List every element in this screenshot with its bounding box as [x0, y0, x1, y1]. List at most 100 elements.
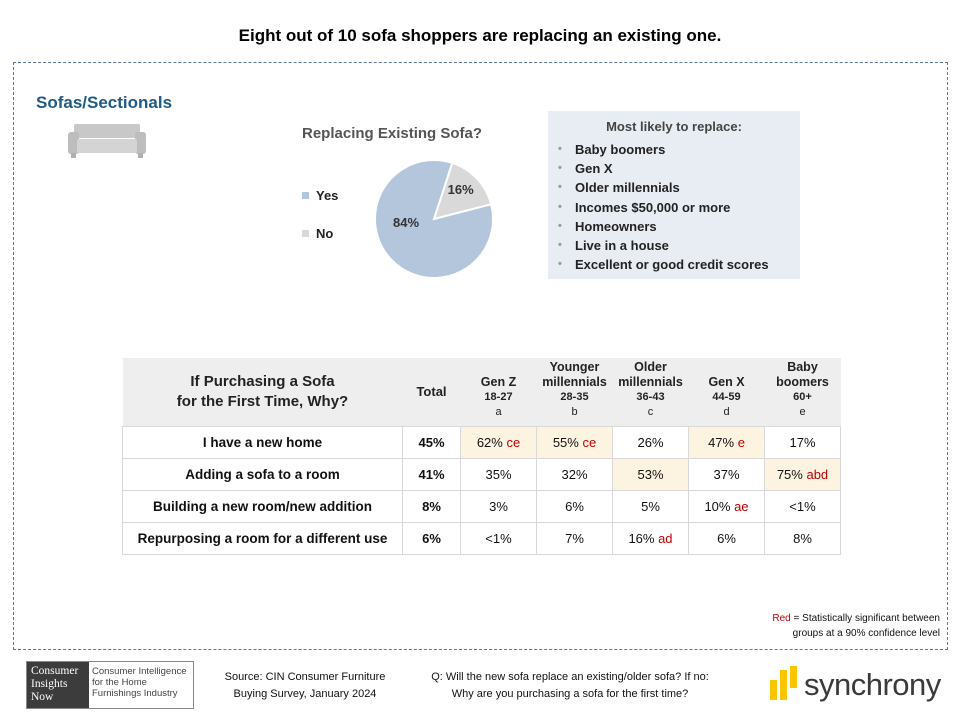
synchrony-wordmark: synchrony: [804, 667, 941, 702]
col-line2: millennials: [542, 375, 607, 389]
col-range: 28-35: [560, 391, 589, 403]
col-line2: boomers: [776, 375, 829, 389]
sofa-icon: [68, 124, 146, 158]
table-row: Adding a sofa to a room 41% 35% 32% 53% 37% 75…: [122, 457, 841, 491]
list-item: Excellent or good credit scores: [558, 255, 790, 274]
row-total: 41%: [402, 457, 461, 491]
col-line2: millennials: [618, 375, 683, 389]
pie-data-label-no: 16%: [448, 182, 474, 197]
question-line2: Why are you purchasing a sofa for the fi…: [451, 688, 689, 700]
col-range: 44-59: [712, 391, 741, 403]
cell-value: 75%: [776, 466, 803, 482]
cell-value: 8%: [793, 530, 812, 546]
col-letter: e: [799, 406, 806, 418]
table-row: Repurposing a room for a different use 6%…: [122, 521, 841, 555]
note-line1: = Statistically significant between: [790, 613, 940, 624]
pie-chart: 84% 16%: [374, 159, 494, 279]
cin-logo-tag-line: Consumer Intelligence: [92, 666, 187, 677]
list-item: Homeowners: [558, 217, 790, 236]
question-note: Q: Will the new sofa replace an existing…: [405, 669, 735, 703]
pie-slice-yes: [374, 159, 494, 279]
cell-value: 16%: [628, 530, 655, 546]
list-item: Older millennials: [558, 178, 790, 197]
legend-label-yes: Yes: [316, 188, 339, 203]
row-total: 8%: [402, 489, 461, 523]
significance-letters: ae: [730, 498, 749, 514]
table-cell: <1%: [460, 521, 537, 555]
pie-data-label-yes: 84%: [393, 215, 419, 230]
page-title: Eight out of 10 sofa shoppers are replac…: [238, 26, 722, 45]
cin-logo-word: Consumer: [31, 665, 79, 677]
legend-item-no: No: [302, 226, 333, 241]
source-note: Source: CIN Consumer Furniture Buying Su…: [215, 669, 395, 703]
panel-heading: Most likely to replace:: [606, 119, 742, 134]
cin-logo: Consumer Insights Now Consumer Intellige…: [26, 661, 194, 709]
col-letter: b: [571, 406, 578, 418]
cell-value: 55%: [552, 434, 579, 450]
row-label: Adding a sofa to a room: [122, 457, 403, 491]
legend-swatch-yes: [302, 192, 309, 199]
cin-logo-word: Now: [31, 691, 54, 703]
table-cell: 10% ae: [688, 489, 765, 523]
col-line1: [689, 360, 765, 375]
col-line2: Gen X: [708, 375, 745, 389]
question-line1: Q: Will the new sofa replace an existing…: [431, 671, 709, 683]
significance-letters: ad: [654, 530, 673, 546]
col-range: 18-27: [484, 391, 513, 403]
cell-value: 10%: [704, 498, 731, 514]
legend-swatch-no: [302, 230, 309, 237]
cin-logo-tag-line: for the Home: [92, 677, 147, 688]
col-line1: Younger: [549, 360, 600, 374]
list-item: Incomes $50,000 or more: [558, 198, 790, 217]
table-cell: 7%: [536, 521, 613, 555]
col-header-gen-z: Gen Z 18-27 a: [460, 358, 537, 426]
list-item: Baby boomers: [558, 140, 790, 159]
table-row: Building a new room/new addition 8% 3% 6% 5%…: [122, 489, 841, 523]
significance-letters: ce: [578, 434, 597, 450]
cell-value: 5%: [641, 498, 660, 514]
table-cell: 37%: [688, 457, 765, 491]
col-header-total: Total: [402, 358, 461, 426]
cell-value: 35%: [485, 466, 512, 482]
table-cell: 32%: [536, 457, 613, 491]
cin-logo-word: Insights: [31, 678, 68, 690]
col-letter: c: [647, 406, 654, 418]
col-header-younger-millennials: Younger millennials 28-35 b: [536, 358, 613, 426]
row-total: 45%: [402, 425, 461, 459]
col-letter: d: [723, 406, 730, 418]
cin-logo-tagline: Consumer Intelligence for the Home Furni…: [89, 662, 193, 708]
list-item: Gen X: [558, 159, 790, 178]
synchrony-logo: synchrony: [770, 666, 941, 704]
panel-list: Baby boomers Gen X Older millennials Inc…: [558, 140, 790, 275]
col-line1: [461, 360, 537, 375]
col-line1: Baby: [787, 360, 818, 374]
table-cell: <1%: [764, 489, 841, 523]
row-label: Repurposing a room for a different use: [122, 521, 403, 555]
table-cell: 6%: [688, 521, 765, 555]
col-range: 60+: [793, 391, 812, 403]
reasons-table: If Purchasing a Sofa for the First Time,…: [122, 358, 841, 555]
source-line1: Source: CIN Consumer Furniture: [224, 671, 386, 683]
table-cell: 62% ce: [460, 425, 537, 459]
table-title-line1: If Purchasing a Sofa: [190, 372, 335, 390]
table-cell: 75% abd: [764, 457, 841, 491]
legend-label-no: No: [316, 226, 334, 241]
col-header-older-millennials: Older millennials 36-43 c: [612, 358, 689, 426]
source-line2: Buying Survey, January 2024: [233, 688, 377, 700]
table-cell: 5%: [612, 489, 689, 523]
significance-note: Red = Statistically significant between …: [700, 611, 940, 641]
cell-value: <1%: [485, 530, 512, 546]
table-cell: 8%: [764, 521, 841, 555]
row-total: 6%: [402, 521, 461, 555]
table-cell: 53%: [612, 457, 689, 491]
legend-item-yes: Yes: [302, 188, 338, 203]
col-range: 36-43: [636, 391, 665, 403]
synchrony-mark-icon: [770, 666, 797, 700]
section-title: Sofas/Sectionals: [36, 93, 173, 112]
significance-letters: ce: [502, 434, 521, 450]
table-cell: 6%: [536, 489, 613, 523]
row-label: Building a new room/new addition: [122, 489, 403, 523]
col-letter: a: [495, 406, 502, 418]
cell-value: 6%: [565, 498, 584, 514]
table-cell: 16% ad: [612, 521, 689, 555]
